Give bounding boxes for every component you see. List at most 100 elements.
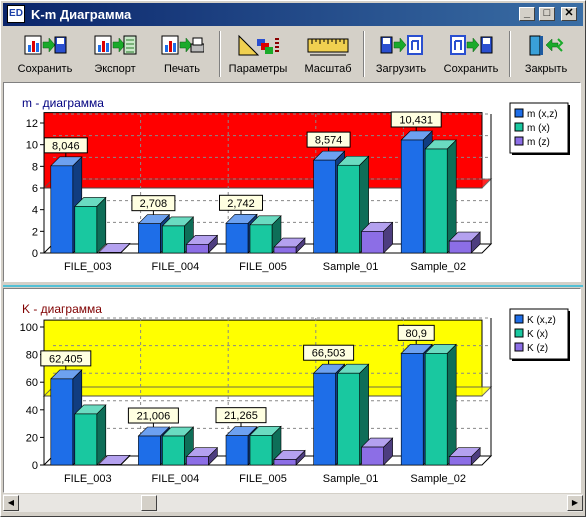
print-icon [161,35,204,55]
bar [273,246,297,254]
x-tick-label: Sample_01 [323,473,379,485]
bar [424,353,448,466]
parameters-label: Параметры [228,63,288,75]
save-chart-label: Сохранить [17,63,73,75]
bar [337,372,360,466]
legend-swatch [514,136,524,146]
data-label-box [127,407,179,424]
x-tick-label: FILE_005 [239,261,287,273]
app-icon[interactable]: ED [7,5,25,23]
data-label: 8,046 [52,140,80,152]
y-tick-label: 4 [32,205,38,217]
horizontal-scrollbar[interactable]: ◀ ▶ [3,494,583,512]
y-tick-label: 8 [32,161,38,173]
bar-side [446,343,457,466]
y-tick-label: 20 [26,432,38,444]
y-tick-label: 10 [26,140,38,152]
bar [249,435,273,466]
bar [337,164,360,254]
bar [424,148,448,254]
bar [273,459,297,466]
bar [400,353,424,466]
bar [225,222,249,254]
x-tick-label: FILE_004 [152,473,200,485]
data-label: 10,431 [399,114,433,126]
bar [138,223,161,254]
scale-button[interactable]: Масштаб [295,29,361,78]
close-window-button[interactable]: ✕ [561,7,577,21]
minimize-button[interactable]: _ [519,7,535,21]
title-bar[interactable]: ED K-m Диаграмма _ □ ✕ [3,3,583,26]
x-tick-label: FILE_005 [239,473,287,485]
x-tick-label: FILE_003 [64,261,112,273]
bar [98,252,122,254]
data-label: 2,742 [227,198,255,210]
bar [74,413,98,466]
data-label-box [306,131,351,148]
m-chart-pane: m - диаграмма 0 2 4 6 8 10 12 FILE_003 FILE_004 FI… [3,82,581,282]
scroll-right-button[interactable]: ▶ [567,495,583,511]
pane-splitter[interactable] [3,283,583,287]
x-tick-label: Sample_02 [410,473,466,485]
save-chart-button[interactable]: Сохранить [7,29,83,78]
data-label-box [390,111,442,128]
legend-swatch [514,122,524,132]
data-label-box [219,194,263,211]
x-tick-label: Sample_01 [323,261,379,273]
y-tick-label: 0 [32,248,38,260]
chart-title: K - диаграмма [22,302,102,316]
save-chart-icon [24,35,67,55]
close-button[interactable]: Закрыть [513,29,579,78]
export-button[interactable]: Экспорт [83,29,147,78]
scroll-thumb[interactable] [141,495,158,511]
load-icon [380,35,423,55]
exit-icon [529,35,564,56]
legend-label: K (x) [527,329,548,340]
y-tick-label: 80 [26,350,38,362]
y-tick-label: 100 [20,322,38,334]
bar [138,435,161,466]
bar [361,231,384,254]
x-tick-label: FILE_004 [152,261,200,273]
legend-label: K (z) [527,343,548,354]
scroll-left-button[interactable]: ◀ [3,495,19,511]
bar [249,224,273,254]
bar [313,159,336,254]
bar [313,372,336,466]
export-label: Экспорт [94,63,136,75]
save-file-button[interactable]: Сохранить [435,29,507,78]
window-title: K-m Диаграмма [31,7,132,22]
data-label-box [303,344,355,361]
legend-label: m (z) [527,137,550,148]
data-label: 80,9 [405,328,426,340]
parameters-button[interactable]: Параметры [223,29,293,78]
legend-label: m (x,z) [527,109,558,120]
toolbar-separator [219,31,221,77]
maximize-button[interactable]: □ [539,7,555,21]
data-label-box [40,350,92,367]
y-tick-label: 12 [26,118,38,130]
bar [186,244,209,254]
bar [50,165,74,254]
data-label: 2,708 [140,198,168,210]
chart-title: m - диаграмма [22,96,104,110]
toolbar-separator [509,31,511,77]
bar [225,435,249,466]
load-label: Загрузить [375,63,427,75]
m-chart: m - диаграмма 0 2 4 6 8 10 12 FILE_003 FILE_004 FI… [22,96,570,273]
toolbar: Сохранить Экспорт Печать [3,28,583,80]
legend-label: K (x,z) [527,315,556,326]
data-label: 66,503 [312,348,346,360]
ruler-icon [307,38,349,56]
legend-swatch [514,108,524,118]
data-label-box [215,407,267,424]
bar [50,378,74,466]
print-button[interactable]: Печать [147,29,217,78]
bar [98,464,122,466]
print-label: Печать [163,63,201,75]
bar-side [96,196,107,254]
load-button[interactable]: Загрузить [367,29,435,78]
y-tick-label: 60 [26,377,38,389]
x-tick-label: Sample_02 [410,261,466,273]
